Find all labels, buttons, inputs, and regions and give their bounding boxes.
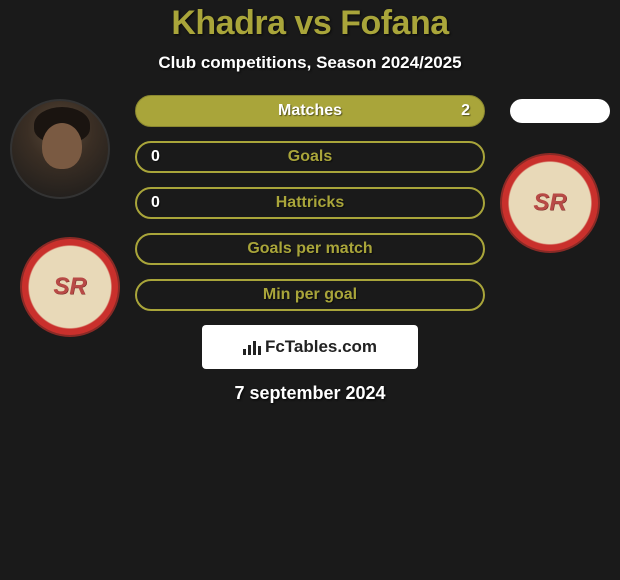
stat-row-goals-per-match: Goals per match xyxy=(135,233,485,265)
club-logo-left-text: SR xyxy=(53,273,86,301)
club-logo-right: SR xyxy=(500,153,600,253)
stat-row-min-per-goal: Min per goal xyxy=(135,279,485,311)
comparison-body: SR SR Matches 2 0 Goals 0 Hattricks xyxy=(0,95,620,404)
club-logo-left: SR xyxy=(20,237,120,337)
stat-row-hattricks: 0 Hattricks xyxy=(135,187,485,219)
stat-row-goals: 0 Goals xyxy=(135,141,485,173)
subtitle: Club competitions, Season 2024/2025 xyxy=(0,53,620,73)
stat-label: Goals xyxy=(288,148,332,166)
stat-row-matches: Matches 2 xyxy=(135,95,485,127)
date-label: 7 september 2024 xyxy=(12,383,608,404)
player-right-avatar-placeholder xyxy=(510,99,610,123)
stat-right-value: 2 xyxy=(461,102,470,120)
chart-icon xyxy=(243,339,261,355)
brand-text: FcTables.com xyxy=(265,337,377,357)
stat-left-value: 0 xyxy=(151,148,160,166)
stat-label: Hattricks xyxy=(276,194,344,212)
brand-badge: FcTables.com xyxy=(202,325,418,369)
stat-left-value: 0 xyxy=(151,194,160,212)
club-logo-right-text: SR xyxy=(533,189,566,217)
player-left-avatar xyxy=(10,99,110,199)
stat-label: Goals per match xyxy=(247,240,372,258)
stat-label: Min per goal xyxy=(263,286,357,304)
stat-label: Matches xyxy=(278,102,342,120)
comparison-card: Khadra vs Fofana Club competitions, Seas… xyxy=(0,0,620,404)
avatar-head xyxy=(42,123,82,169)
page-title: Khadra vs Fofana xyxy=(0,4,620,43)
stats-list: Matches 2 0 Goals 0 Hattricks Goals per … xyxy=(135,95,485,311)
